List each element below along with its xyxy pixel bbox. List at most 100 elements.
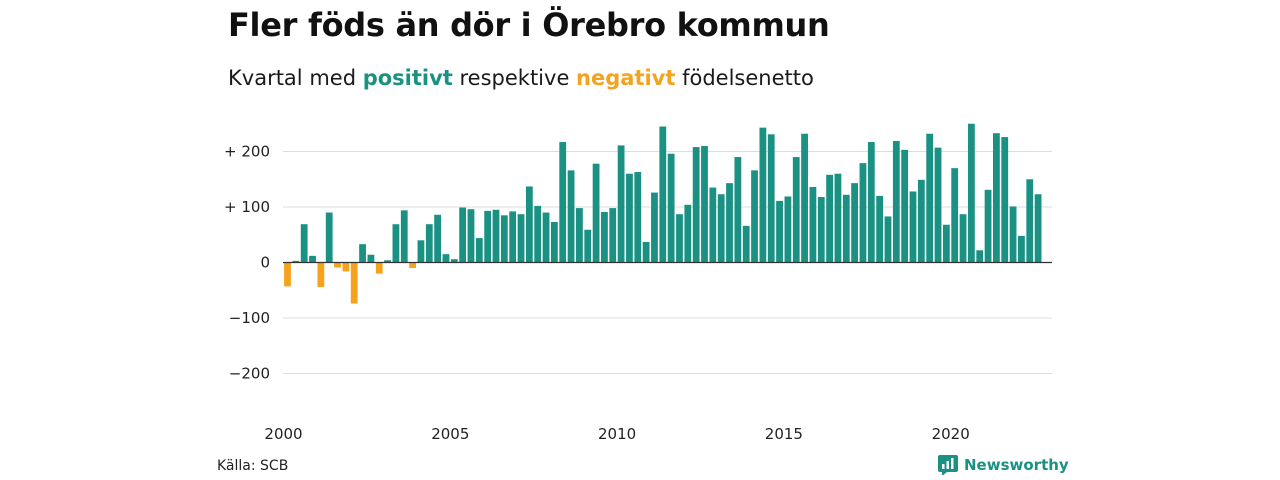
bar xyxy=(459,207,467,263)
bar xyxy=(576,208,583,263)
bar xyxy=(450,259,458,263)
bar xyxy=(892,140,900,263)
bar xyxy=(984,189,992,263)
x-tick-label: 2010 xyxy=(598,425,636,443)
brand-name: Newsworthy xyxy=(964,456,1069,474)
bar xyxy=(959,214,967,263)
subtitle-middle: respektive xyxy=(452,66,577,90)
bar xyxy=(467,209,475,263)
bar xyxy=(417,240,425,263)
bar xyxy=(409,262,416,269)
bar xyxy=(876,195,884,263)
bar xyxy=(759,127,767,263)
bar xyxy=(542,212,550,263)
subtitle-positive: positivt xyxy=(362,66,453,90)
x-tick-label: 2005 xyxy=(431,425,469,443)
bar xyxy=(967,123,975,263)
bar xyxy=(550,221,558,263)
bar xyxy=(776,200,783,263)
bar xyxy=(834,173,842,263)
y-tick-label: + 100 xyxy=(224,198,270,216)
bar xyxy=(667,153,675,263)
bar xyxy=(934,147,942,263)
bar xyxy=(734,157,742,263)
x-tick-label: 2015 xyxy=(765,425,803,443)
bar xyxy=(284,262,291,287)
bar xyxy=(784,196,792,263)
bar xyxy=(475,238,483,263)
bar xyxy=(434,214,442,263)
bar xyxy=(492,209,500,263)
bar xyxy=(976,250,984,263)
bar xyxy=(676,214,683,263)
bar xyxy=(400,210,408,263)
bar xyxy=(851,183,859,263)
bar xyxy=(942,224,950,263)
bar xyxy=(534,205,542,263)
bar xyxy=(325,212,333,263)
bar xyxy=(826,174,833,263)
bar xyxy=(767,134,775,263)
bar xyxy=(867,142,875,263)
bar xyxy=(842,194,850,263)
bar xyxy=(701,145,708,263)
bar xyxy=(484,210,492,263)
bar xyxy=(659,126,667,263)
bar xyxy=(592,163,600,263)
bar xyxy=(801,133,808,263)
bar xyxy=(442,254,450,263)
bar xyxy=(425,224,433,263)
y-tick-label: −200 xyxy=(229,365,270,383)
bar xyxy=(1018,235,1025,263)
bar xyxy=(692,147,700,263)
bar xyxy=(601,211,608,263)
bar xyxy=(559,142,567,263)
bar xyxy=(651,192,658,263)
y-tick-label: 0 xyxy=(260,254,270,272)
bar xyxy=(1009,206,1017,263)
bar xyxy=(926,133,934,263)
bar xyxy=(350,262,358,304)
newsworthy-icon xyxy=(938,455,958,475)
bar xyxy=(859,163,867,263)
bar xyxy=(309,255,316,263)
subtitle-suffix: födelsenetto xyxy=(675,66,814,90)
chart-subtitle: Kvartal med positivt respektive negativt… xyxy=(228,66,814,90)
bar xyxy=(567,170,575,263)
bar xyxy=(742,225,750,263)
bar xyxy=(709,187,717,263)
bar xyxy=(517,214,525,263)
bar xyxy=(909,191,917,263)
bar xyxy=(525,186,533,263)
bar xyxy=(375,262,383,274)
y-tick-label: + 200 xyxy=(224,143,270,161)
x-tick-label: 2020 xyxy=(932,425,970,443)
bar xyxy=(292,260,300,263)
bar xyxy=(817,197,825,263)
chart-title: Fler föds än dör i Örebro kommun xyxy=(228,6,830,44)
bar xyxy=(642,241,650,263)
bar xyxy=(951,168,959,263)
bar xyxy=(342,262,350,272)
brand-logo: Newsworthy xyxy=(938,455,1069,475)
bar xyxy=(334,262,341,268)
bar xyxy=(617,145,625,263)
subtitle-prefix: Kvartal med xyxy=(228,66,363,90)
bar xyxy=(884,216,892,263)
bar xyxy=(509,211,517,263)
bar xyxy=(1034,194,1042,263)
bar xyxy=(717,194,725,263)
bar xyxy=(392,224,400,263)
bar xyxy=(917,179,925,263)
bar xyxy=(809,187,817,263)
x-tick-label: 2000 xyxy=(264,425,302,443)
bar xyxy=(634,172,642,263)
bar xyxy=(726,183,733,263)
bar xyxy=(609,208,617,263)
bar xyxy=(626,173,633,263)
subtitle-negative: negativt xyxy=(576,66,676,90)
bar xyxy=(751,170,758,263)
bar xyxy=(500,215,508,263)
y-tick-label: −100 xyxy=(229,309,270,327)
